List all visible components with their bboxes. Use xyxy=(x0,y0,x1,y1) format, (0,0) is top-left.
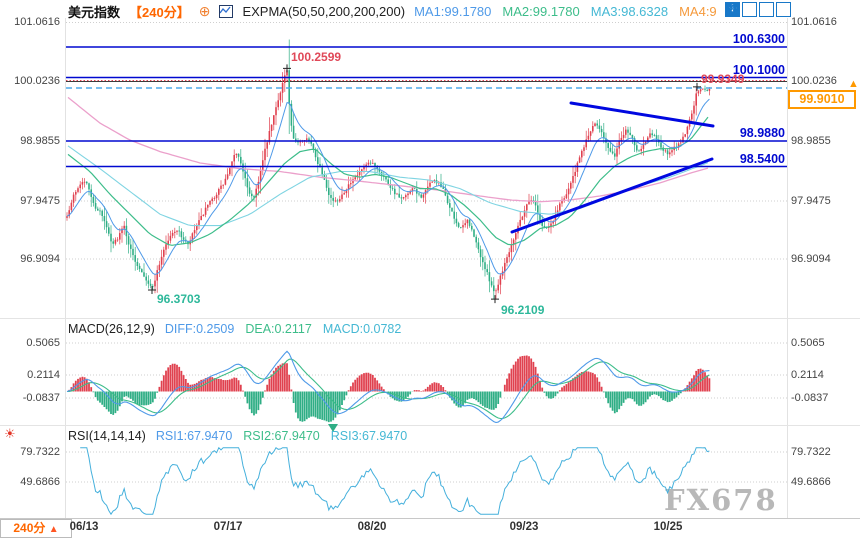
current-price-badge: 99.9010 xyxy=(788,90,856,109)
price-up-arrow-icon: ▲ xyxy=(848,78,859,90)
symbol-name: 美元指数 xyxy=(68,5,121,20)
period-selector-label: 240分 xyxy=(13,521,46,535)
rsi-value: RSI3:67.9470 xyxy=(330,429,408,443)
rsi-panel-separator xyxy=(0,425,860,426)
price-axis-label-left: 101.0616 xyxy=(14,16,60,28)
price-axis-label-right: 101.0616 xyxy=(791,16,837,28)
price-axis-label-left: 98.9855 xyxy=(20,135,60,147)
macd-axis-label-left: 0.2114 xyxy=(27,369,60,381)
ma-value: MA1:99.1780 xyxy=(414,4,492,19)
chart-toolbar: ✛ xyxy=(725,2,791,17)
indicator-name[interactable]: EXPMA(50,50,200,200,200) xyxy=(242,4,406,19)
low-price-annotation-1: 96.3703 xyxy=(157,292,201,306)
timeframe-label[interactable]: 【240分】 xyxy=(129,5,190,20)
rsi-value: RSI2:67.9470 xyxy=(243,429,320,443)
date-axis-label: 07/17 xyxy=(213,521,243,533)
date-axis-label: 10/25 xyxy=(653,521,683,533)
time-axis-bar xyxy=(0,518,860,538)
macd-axis-label-right: -0.0837 xyxy=(791,392,829,404)
macd-value: DEA:0.2117 xyxy=(245,322,312,336)
rsi-title[interactable]: RSI(14,14,14) xyxy=(68,429,146,443)
price-axis-label-left: 96.9094 xyxy=(20,253,60,265)
macd-axis-label-left: 0.5065 xyxy=(26,337,60,349)
horizontal-level-label: 98.9880 xyxy=(739,126,785,140)
macd-value: DIFF:0.2509 xyxy=(164,322,235,336)
session-high-annotation: 99.9349 xyxy=(701,71,745,86)
price-axis-label-right: 98.9855 xyxy=(791,135,831,147)
rsi-axis-label-right: 79.7322 xyxy=(791,446,831,458)
settings-sun-icon[interactable]: ☀ xyxy=(4,426,16,441)
ma-value: MA2:99.1780 xyxy=(502,4,580,19)
high-price-annotation: 100.2599 xyxy=(291,50,342,64)
macd-axis-label-left: -0.0837 xyxy=(22,392,60,404)
macd-header: MACD(26,12,9) DIFF:0.2509 DEA:0.2117 MACD:… xyxy=(68,322,401,336)
plot-left-border xyxy=(65,18,66,518)
horizontal-level-label: 100.1000 xyxy=(732,62,785,77)
rsi-values: RSI1:67.9470 RSI2:67.9470 RSI3:67.9470 xyxy=(156,429,407,443)
axis-setting-icon[interactable] xyxy=(726,2,757,17)
exit-icon[interactable] xyxy=(727,2,791,17)
axis-scale-icon[interactable] xyxy=(726,2,774,17)
price-axis-label-left: 100.0236 xyxy=(14,75,60,87)
period-selector-arrow-icon: ▲ xyxy=(48,524,59,535)
ma-value: MA3:98.6328 xyxy=(590,4,669,19)
low-price-annotation-2: 96.2109 xyxy=(501,303,545,317)
rsi-axis-label-left: 79.7322 xyxy=(20,446,60,458)
macd-value: MACD:0.0782 xyxy=(322,322,402,336)
plot-right-border xyxy=(787,18,788,518)
rsi-axis-label-right: 49.6866 xyxy=(791,476,831,488)
ma-values: MA1:99.1780 MA2:99.1780 MA3:98.6328 MA4:9 xyxy=(414,4,717,19)
rsi-value: RSI1:67.9470 xyxy=(155,429,233,443)
add-indicator-icon[interactable]: ⊕ xyxy=(198,3,211,19)
price-axis-label-right: 97.9475 xyxy=(791,195,831,207)
macd-values: DIFF:0.2509 DEA:0.2117 MACD:0.0782 xyxy=(165,322,401,336)
watermark: FX678 xyxy=(664,483,778,517)
chart-type-icon[interactable] xyxy=(219,5,234,18)
date-axis-label: 08/20 xyxy=(357,521,387,533)
price-axis-label-right: 100.0236 xyxy=(791,75,837,87)
ma-value: MA4:9 xyxy=(679,4,717,19)
rsi-header: RSI(14,14,14) RSI1:67.9470 RSI2:67.9470 RS… xyxy=(68,429,407,443)
period-selector-button[interactable]: 240分 ▲ xyxy=(0,519,72,538)
date-axis-label: 09/23 xyxy=(509,521,539,533)
main-chart-header: 美元指数 【240分】 ⊕ EXPMA(50,50,200,200,200) M… xyxy=(68,2,717,21)
price-axis-label-left: 97.9475 xyxy=(20,195,60,207)
macd-title[interactable]: MACD(26,12,9) xyxy=(68,322,155,336)
macd-panel-separator xyxy=(0,318,860,319)
macd-axis-label-right: 0.2114 xyxy=(791,369,824,381)
rsi-axis-label-left: 49.6866 xyxy=(20,476,60,488)
horizontal-level-label: 98.5400 xyxy=(739,151,785,166)
date-axis-label: 06/13 xyxy=(69,521,99,533)
price-axis-label-right: 96.9094 xyxy=(791,253,831,265)
horizontal-level-label: 100.6300 xyxy=(732,32,785,46)
macd-axis-label-right: 0.5065 xyxy=(791,337,825,349)
